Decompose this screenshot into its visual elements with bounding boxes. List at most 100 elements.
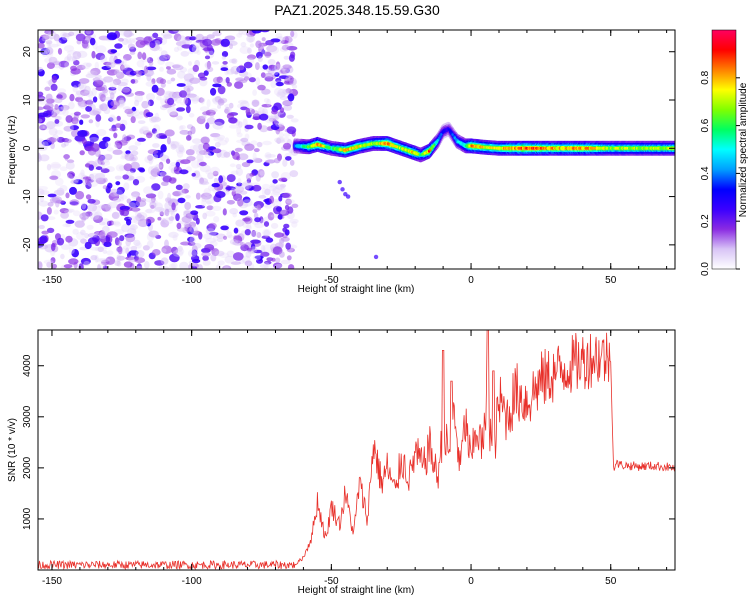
noise-speck: [69, 124, 74, 132]
noise-speck: [149, 40, 156, 49]
noise-speck: [84, 85, 91, 94]
noise-speck: [270, 124, 280, 131]
noise-speck: [68, 258, 79, 265]
noise-speck: [75, 91, 84, 98]
noise-speck: [85, 194, 92, 200]
noise-speck: [275, 122, 285, 128]
noise-speck: [92, 96, 98, 103]
noise-speck: [71, 56, 77, 62]
noise-speck: [100, 55, 107, 63]
noise-speck: [97, 246, 104, 253]
noise-speck: [253, 254, 261, 261]
noise-speck: [160, 31, 172, 37]
noise-speck: [190, 126, 196, 135]
noise-speck: [106, 231, 118, 238]
colorbar-label: Normalized spectral amplitude: [738, 82, 749, 217]
noise-speck: [114, 260, 121, 266]
noise-speck: [206, 44, 213, 51]
snr-xtick-label: -100: [182, 576, 202, 587]
noise-speck: [114, 142, 122, 149]
noise-speck: [130, 150, 139, 156]
noise-speck: [108, 220, 115, 226]
noise-speck: [184, 201, 192, 211]
noise-speck: [269, 185, 277, 192]
noise-speck: [244, 143, 255, 151]
noise-speck: [87, 198, 96, 204]
noise-speck: [94, 172, 105, 181]
noise-speck: [107, 201, 118, 209]
noise-speck: [78, 263, 84, 269]
noise-speck: [98, 92, 107, 101]
spectrogram-marks: [38, 30, 675, 269]
noise-speck: [204, 152, 212, 159]
noise-speck: [51, 75, 58, 84]
noise-speck: [291, 221, 298, 228]
noise-speck: [84, 163, 91, 168]
noise-speck: [119, 195, 128, 200]
noise-speck: [87, 232, 98, 238]
noise-speck: [63, 45, 75, 52]
noise-speck: [115, 247, 127, 255]
noise-speck: [120, 155, 127, 160]
noise-speck: [97, 154, 103, 163]
noise-speck: [264, 188, 271, 196]
noise-speck: [56, 187, 65, 196]
noise-speck: [100, 161, 105, 166]
noise-speck: [102, 96, 113, 101]
noise-speck: [39, 190, 50, 195]
noise-speck: [160, 144, 167, 153]
noise-speck: [118, 97, 125, 106]
noise-speck: [39, 196, 44, 203]
noise-speck: [57, 48, 63, 55]
noise-speck: [217, 139, 228, 146]
noise-speck: [163, 54, 171, 60]
noise-speck: [273, 116, 279, 125]
noise-speck: [77, 99, 85, 108]
noise-speck: [79, 150, 85, 156]
noise-speck: [142, 245, 150, 251]
noise-speck: [227, 234, 234, 239]
noise-speck: [291, 203, 299, 208]
noise-speck: [239, 46, 251, 54]
noise-speck: [340, 187, 345, 192]
noise-speck: [155, 164, 163, 169]
noise-speck: [238, 64, 245, 71]
noise-speck: [283, 223, 290, 229]
snr-ticks: -150 -100 -50 0 50 1000 2000 3000 4000: [22, 330, 675, 587]
noise-speck: [130, 161, 140, 170]
noise-speck: [279, 107, 285, 113]
noise-speck: [253, 249, 263, 254]
noise-speck: [101, 218, 110, 226]
noise-speck: [175, 213, 180, 222]
noise-speck: [134, 257, 146, 264]
noise-speck: [272, 120, 279, 126]
noise-speck: [252, 157, 261, 163]
noise-speck: [265, 40, 275, 46]
noise-speck: [205, 210, 216, 217]
noise-speck: [220, 225, 229, 231]
noise-speck: [38, 124, 45, 130]
noise-speck: [217, 260, 225, 266]
noise-speck: [283, 142, 291, 150]
noise-speck: [39, 235, 48, 244]
noise-speck: [91, 87, 97, 97]
signal-ridge-cell: [438, 136, 441, 140]
noise-speck: [209, 108, 218, 113]
noise-speck: [256, 51, 263, 59]
noise-speck: [152, 249, 161, 256]
noise-speck: [131, 157, 136, 161]
noise-speck: [258, 106, 265, 115]
noise-speck: [187, 249, 197, 258]
noise-speck: [248, 186, 254, 191]
noise-speck: [123, 163, 133, 172]
noise-speck: [128, 202, 136, 209]
noise-speck: [213, 177, 219, 184]
noise-speck: [201, 115, 207, 120]
noise-speck: [288, 148, 294, 154]
noise-speck: [247, 47, 252, 54]
noise-speck: [244, 229, 251, 236]
noise-speck: [191, 96, 199, 104]
noise-speck: [244, 124, 254, 130]
noise-speck: [129, 224, 138, 231]
noise-speck: [72, 85, 78, 93]
